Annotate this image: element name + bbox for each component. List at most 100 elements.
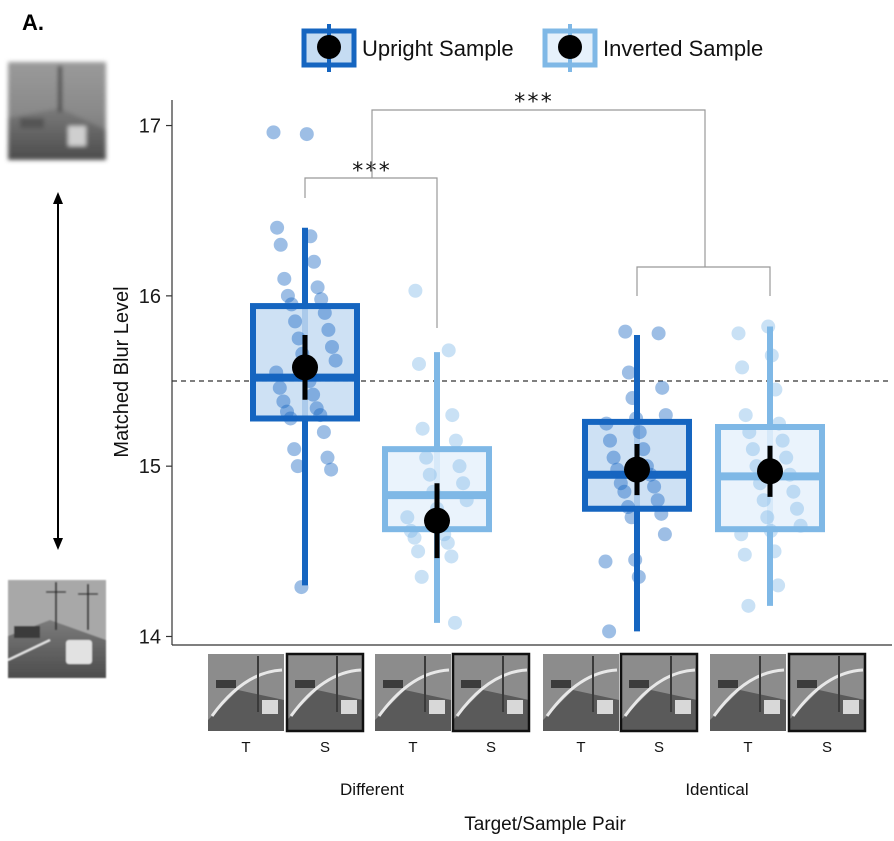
data-point bbox=[767, 544, 782, 559]
data-point bbox=[456, 476, 471, 491]
data-point bbox=[610, 462, 625, 477]
y-axis-ticks: 14 15 16 17 bbox=[139, 116, 172, 648]
mean-point bbox=[292, 354, 318, 381]
data-point bbox=[414, 569, 429, 584]
data-point bbox=[621, 365, 636, 380]
data-point bbox=[408, 283, 423, 298]
sample-thumbnail bbox=[285, 652, 365, 733]
data-point bbox=[306, 387, 321, 402]
x-sub-label: S bbox=[320, 739, 330, 756]
data-point bbox=[307, 254, 321, 269]
data-point bbox=[328, 353, 343, 368]
data-point bbox=[325, 339, 339, 354]
significance-within-different: *** bbox=[304, 159, 438, 328]
stimulus-thumbnails bbox=[208, 652, 867, 733]
x-sub-label: T bbox=[743, 739, 752, 756]
data-point bbox=[283, 411, 298, 426]
blur-direction-arrow bbox=[53, 192, 63, 550]
target-thumbnail bbox=[375, 654, 451, 731]
data-point bbox=[440, 535, 455, 550]
data-point bbox=[636, 442, 651, 457]
data-point bbox=[613, 476, 628, 491]
legend-item-upright: Upright Sample bbox=[301, 24, 514, 72]
legend-item-inverted: Inverted Sample bbox=[542, 24, 763, 72]
sample-thumbnail bbox=[619, 652, 699, 733]
data-point bbox=[650, 493, 665, 508]
data-point bbox=[290, 459, 305, 474]
panel-label: A. bbox=[22, 10, 44, 35]
data-point bbox=[632, 425, 647, 440]
data-point bbox=[655, 380, 670, 395]
sample-thumbnail bbox=[451, 652, 531, 733]
y-tick-label: 16 bbox=[139, 286, 161, 308]
plot-area bbox=[250, 125, 825, 639]
data-point bbox=[266, 125, 281, 140]
data-point bbox=[768, 382, 783, 397]
significance-between-groups: *** bbox=[371, 90, 771, 296]
data-point bbox=[763, 523, 778, 538]
legend-label-upright: Upright Sample bbox=[362, 36, 514, 61]
box-identical-upright bbox=[582, 324, 692, 639]
data-point bbox=[288, 314, 303, 329]
data-point bbox=[742, 425, 757, 440]
data-point bbox=[771, 578, 786, 593]
data-point bbox=[309, 401, 324, 416]
data-point bbox=[606, 450, 621, 465]
data-point bbox=[270, 220, 285, 235]
data-point bbox=[299, 127, 314, 142]
data-point bbox=[400, 510, 415, 525]
x-axis-title: Target/Sample Pair bbox=[464, 814, 626, 835]
data-point bbox=[735, 360, 750, 375]
data-point bbox=[631, 569, 646, 584]
data-point bbox=[269, 365, 284, 380]
data-point bbox=[617, 484, 632, 499]
data-point bbox=[303, 229, 318, 244]
data-point bbox=[745, 442, 760, 457]
data-point bbox=[320, 450, 335, 465]
data-point bbox=[775, 433, 790, 448]
data-point bbox=[737, 547, 752, 562]
data-point bbox=[731, 326, 746, 341]
data-point bbox=[603, 433, 617, 448]
box-different-inverted bbox=[382, 283, 492, 630]
data-point bbox=[321, 322, 336, 337]
mean-point bbox=[624, 456, 650, 483]
data-point bbox=[294, 580, 309, 595]
data-point bbox=[629, 411, 644, 426]
data-point bbox=[756, 493, 771, 508]
data-point bbox=[276, 394, 291, 409]
data-point bbox=[448, 433, 463, 448]
y-tick-label: 15 bbox=[139, 456, 161, 478]
target-thumbnail bbox=[208, 654, 284, 731]
data-point bbox=[419, 450, 434, 465]
x-sub-label: S bbox=[822, 739, 832, 756]
legend-label-inverted: Inverted Sample bbox=[603, 36, 763, 61]
data-point bbox=[273, 237, 288, 252]
box-identical-inverted bbox=[715, 319, 825, 613]
data-point bbox=[314, 292, 329, 307]
significance-label-within: *** bbox=[351, 159, 391, 184]
data-point bbox=[415, 421, 430, 436]
data-point bbox=[628, 552, 643, 567]
y-axis-title: Matched Blur Level bbox=[111, 286, 133, 457]
x-sub-label: T bbox=[408, 739, 417, 756]
data-point bbox=[291, 331, 306, 346]
data-point bbox=[741, 598, 756, 613]
data-point bbox=[647, 479, 662, 494]
y-tick-label: 14 bbox=[139, 626, 161, 648]
data-point bbox=[790, 501, 804, 516]
data-point bbox=[602, 624, 617, 639]
box-different-upright bbox=[250, 125, 360, 595]
target-thumbnail bbox=[710, 654, 786, 731]
data-point bbox=[772, 416, 786, 431]
x-sub-label: T bbox=[241, 739, 250, 756]
data-point bbox=[448, 615, 462, 630]
data-point bbox=[445, 408, 460, 423]
data-point bbox=[621, 500, 635, 515]
data-point bbox=[411, 544, 426, 559]
sample-thumbnail bbox=[787, 652, 867, 733]
blurred-road-thumbnail bbox=[8, 62, 106, 160]
data-point bbox=[441, 343, 456, 358]
